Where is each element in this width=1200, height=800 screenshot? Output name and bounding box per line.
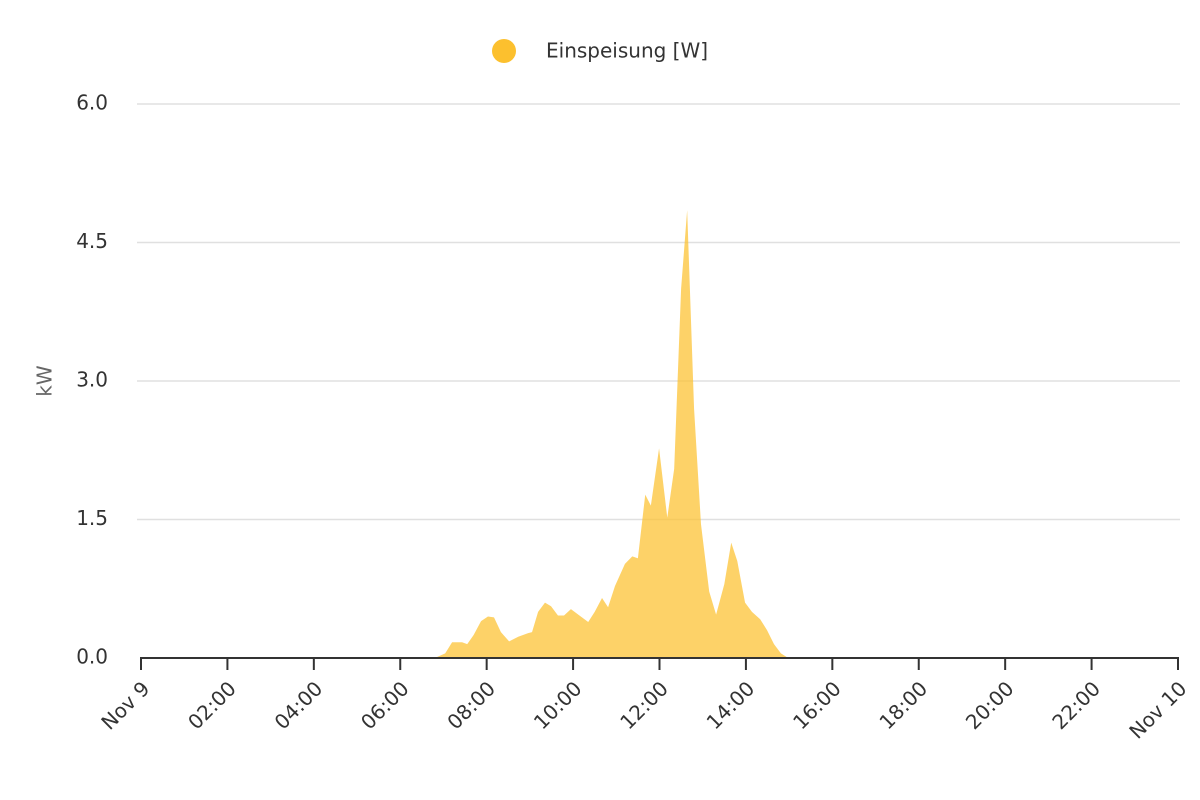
x-tick-label: 16:00 [788,676,846,734]
x-tick-label: 04:00 [270,676,328,734]
legend-marker [492,39,516,63]
y-tick-label: 6.0 [76,91,108,115]
x-tick-label: Nov 10 [1124,676,1191,743]
x-tick-label: 10:00 [529,676,587,734]
y-tick-label: 1.5 [76,506,108,530]
x-tick-label: Nov 9 [96,676,154,734]
x-tick-label: 12:00 [615,676,673,734]
y-tick-label: 0.0 [76,645,108,669]
x-tick-label: 06:00 [356,676,414,734]
x-tick-label: 18:00 [874,676,932,734]
x-tick-label: 22:00 [1047,676,1105,734]
y-tick-label: 4.5 [76,229,108,253]
x-tick-label: 20:00 [961,676,1019,734]
y-axis-label: kW [33,365,57,397]
y-tick-label: 3.0 [76,368,108,392]
x-tick-label: 08:00 [442,676,500,734]
legend-label: Einspeisung [W] [546,39,708,63]
area [141,210,1178,658]
x-tick-label: 14:00 [702,676,760,734]
x-tick-label: 02:00 [183,676,241,734]
